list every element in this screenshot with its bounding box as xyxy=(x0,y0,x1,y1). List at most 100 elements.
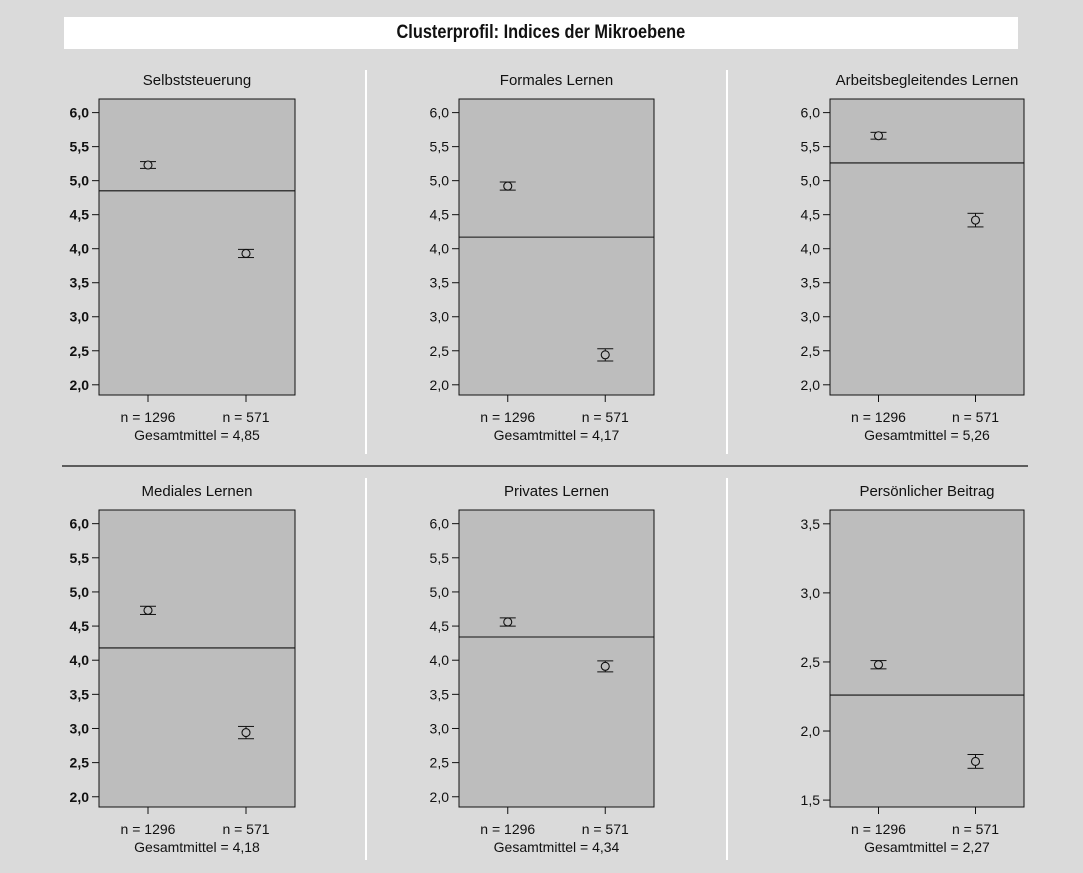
data-point xyxy=(970,756,981,766)
data-point xyxy=(873,131,884,141)
figure-title-bar: Clusterprofil: Indices der Mikroebene xyxy=(64,17,1018,49)
y-tick-label: 4,5 xyxy=(430,207,450,223)
y-tick-label: 3,5 xyxy=(70,275,90,291)
plot-area xyxy=(98,509,296,808)
y-tick-label: 4,0 xyxy=(801,241,821,257)
y-tick-label: 3,5 xyxy=(430,275,450,291)
data-point xyxy=(600,661,610,671)
x-tick-label: n = 1296 xyxy=(851,409,906,425)
panel-footnote: Gesamtmittel = 4,18 xyxy=(134,839,260,855)
panel-title: Selbststeuerung xyxy=(143,72,251,89)
panel-footnote: Gesamtmittel = 4,17 xyxy=(494,427,620,443)
y-tick-label: 2,5 xyxy=(430,343,450,359)
x-tick-label: n = 571 xyxy=(952,821,999,837)
y-tick-label: 2,0 xyxy=(70,789,90,805)
y-tick-label: 6,0 xyxy=(70,516,90,532)
x-tick-label: n = 571 xyxy=(222,821,269,837)
y-tick-label: 1,5 xyxy=(801,792,821,808)
data-point xyxy=(143,605,153,615)
y-tick-label: 3,5 xyxy=(801,275,821,291)
y-tick-label: 4,0 xyxy=(70,652,90,668)
panel-footnote: Gesamtmittel = 5,26 xyxy=(864,427,990,443)
plot-area xyxy=(829,98,1025,396)
plot-area xyxy=(458,98,655,396)
y-tick-label: 5,0 xyxy=(430,173,450,189)
y-tick-label: 6,0 xyxy=(430,105,450,121)
y-tick-label: 6,0 xyxy=(70,105,90,121)
y-tick-label: 2,5 xyxy=(70,343,90,359)
x-tick-label: n = 571 xyxy=(582,409,629,425)
chart-panel-3: Arbeitsbegleitendes Lernen 2,0 2,5 3,0 3,5 4,… xyxy=(801,72,1025,443)
y-tick-label: 4,0 xyxy=(70,241,90,257)
data-point xyxy=(241,728,251,738)
y-tick-label: 3,5 xyxy=(801,516,821,532)
y-tick-label: 4,5 xyxy=(70,207,90,223)
chart-panel-6: Persönlicher Beitrag 1,5 2,0 2,5 3,0 3,5 n = 1… xyxy=(801,483,1025,855)
data-point xyxy=(143,160,153,170)
y-tick-label: 2,0 xyxy=(70,377,90,393)
x-tick-label: n = 1296 xyxy=(480,409,535,425)
y-tick-label: 5,0 xyxy=(430,584,450,600)
x-tick-label: n = 571 xyxy=(582,821,629,837)
chart-panel-4: Mediales Lernen 2,0 2,5 3,0 3,5 4,0 4,5 5,0 5,5 6… xyxy=(70,483,296,855)
panel-title: Privates Lernen xyxy=(504,483,609,500)
plot-area xyxy=(829,509,1025,808)
y-tick-label: 5,0 xyxy=(801,173,821,189)
x-tick-label: n = 1296 xyxy=(121,821,176,837)
y-tick-label: 3,0 xyxy=(70,309,90,325)
y-tick-label: 4,0 xyxy=(430,652,450,668)
chart-panel-2: Formales Lernen 2,0 2,5 3,0 3,5 4,0 4,5 5,0 5,5 6… xyxy=(430,72,655,443)
y-tick-label: 5,5 xyxy=(801,139,821,155)
y-tick-label: 2,0 xyxy=(430,377,450,393)
y-tick-label: 3,0 xyxy=(70,720,90,736)
y-tick-label: 2,0 xyxy=(801,377,821,393)
x-tick-label: n = 571 xyxy=(952,409,999,425)
y-tick-label: 2,5 xyxy=(801,654,821,670)
chart-panel-5: Privates Lernen 2,0 2,5 3,0 3,5 4,0 4,5 5,0 5,5 6… xyxy=(430,483,655,855)
y-tick-label: 2,5 xyxy=(70,755,90,771)
y-tick-label: 5,5 xyxy=(430,139,450,155)
y-tick-label: 6,0 xyxy=(430,516,450,532)
panel-footnote: Gesamtmittel = 4,85 xyxy=(134,427,260,443)
data-point xyxy=(503,617,513,627)
x-tick-label: n = 571 xyxy=(222,409,269,425)
y-tick-label: 2,5 xyxy=(801,343,821,359)
y-tick-label: 5,0 xyxy=(70,173,90,189)
panel-title: Formales Lernen xyxy=(500,72,613,89)
y-tick-label: 4,5 xyxy=(801,207,821,223)
y-tick-label: 3,5 xyxy=(430,686,450,702)
chart-panel-1: Selbststeuerung 2,0 2,5 3,0 3,5 4,0 4,5 5,0 5,5 6… xyxy=(70,72,296,443)
y-tick-label: 3,0 xyxy=(801,585,821,601)
data-point xyxy=(241,248,251,259)
figure-title: Clusterprofil: Indices der Mikroebene xyxy=(396,22,686,43)
y-tick-label: 4,5 xyxy=(430,618,450,634)
y-tick-label: 3,0 xyxy=(801,309,821,325)
panel-title: Mediales Lernen xyxy=(142,483,253,500)
y-tick-label: 3,0 xyxy=(430,309,450,325)
plot-area xyxy=(98,98,296,396)
y-tick-label: 5,5 xyxy=(430,550,450,566)
data-point xyxy=(503,181,513,191)
panel-title: Persönlicher Beitrag xyxy=(859,483,994,500)
y-tick-label: 5,0 xyxy=(70,584,90,600)
y-tick-label: 5,5 xyxy=(70,550,90,566)
x-tick-label: n = 1296 xyxy=(121,409,176,425)
y-tick-label: 2,5 xyxy=(430,755,450,771)
panel-footnote: Gesamtmittel = 4,34 xyxy=(494,839,620,855)
y-tick-label: 4,0 xyxy=(430,241,450,257)
y-tick-label: 2,0 xyxy=(801,723,821,739)
data-point xyxy=(970,215,981,225)
y-tick-label: 5,5 xyxy=(70,139,90,155)
y-tick-label: 3,5 xyxy=(70,686,90,702)
y-tick-label: 3,0 xyxy=(430,720,450,736)
data-point xyxy=(873,660,884,670)
panel-title: Arbeitsbegleitendes Lernen xyxy=(836,72,1019,89)
plot-area xyxy=(458,509,655,808)
x-tick-label: n = 1296 xyxy=(480,821,535,837)
y-tick-label: 6,0 xyxy=(801,105,821,121)
panel-footnote: Gesamtmittel = 2,27 xyxy=(864,839,990,855)
y-tick-label: 2,0 xyxy=(430,789,450,805)
data-point xyxy=(600,350,610,360)
